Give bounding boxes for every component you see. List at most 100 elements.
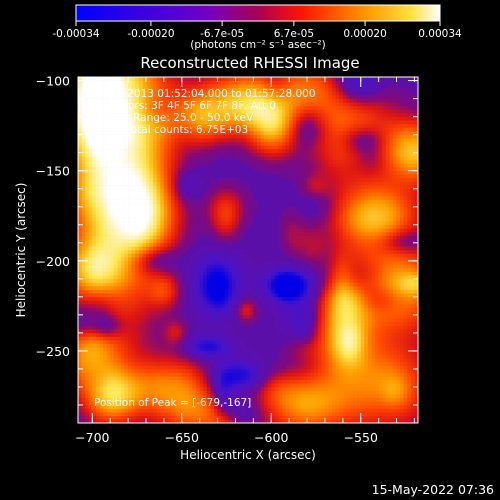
heatmap-cell [192,365,197,370]
heatmap-cell [235,177,240,182]
heatmap-cell [106,343,111,348]
heatmap-cell [181,206,186,211]
heatmap-cell [120,127,125,132]
heatmap-cell [81,80,86,85]
heatmap-cell [196,307,200,312]
heatmap-cell [224,311,229,316]
heatmap-cell [138,343,143,348]
heatmap-cell [142,368,147,373]
heatmap-cell [249,286,254,290]
heatmap-cell [163,260,168,265]
heatmap-cell [110,350,115,355]
heatmap-cell [242,188,247,193]
heatmap-cell [185,322,190,326]
heatmap-cell [117,278,122,283]
heatmap-cell [228,278,233,283]
heatmap-cell [199,329,204,334]
heatmap-cell [203,192,208,197]
heatmap-cell [149,239,154,244]
heatmap-cell [242,379,247,384]
heatmap-cell [196,156,200,161]
heatmap-cell [149,397,154,402]
heatmap-cell [81,314,86,319]
heatmap-cell [103,383,107,388]
heatmap-cell [117,116,122,121]
heatmap-cell [163,239,168,244]
heatmap-cell [167,131,172,135]
heatmap-cell [253,163,258,168]
heatmap-cell [135,156,140,161]
heatmap-cell [95,228,100,233]
heatmap-cell [167,242,172,247]
heatmap-cell [242,383,247,388]
heatmap-cell [167,246,172,251]
heatmap-cell [163,278,168,283]
heatmap-cell [78,354,82,359]
heatmap-cell [106,397,111,402]
heatmap-cell [167,318,172,323]
heatmap-cell [99,278,104,283]
heatmap-cell [81,275,86,280]
heatmap-cell [124,343,129,348]
heatmap-cell [128,192,132,197]
heatmap-cell [138,131,143,135]
heatmap-cell [188,221,193,226]
heatmap-cell [146,127,150,132]
heatmap-cell [210,350,215,355]
heatmap-cell [174,181,179,186]
heatmap-cell [149,304,154,308]
heatmap-cell [124,167,129,171]
heatmap-cell [146,354,150,359]
heatmap-cell [174,221,179,226]
heatmap-cell [163,163,168,168]
heatmap-cell [221,340,226,344]
heatmap-cell [203,307,208,312]
heatmap-cell [246,300,251,305]
heatmap-cell [146,397,150,402]
heatmap-cell [78,253,82,258]
heatmap-cell [120,282,125,287]
heatmap-cell [253,390,258,395]
heatmap-cell [103,289,107,294]
heatmap-cell [239,221,243,226]
heatmap-cell [249,361,254,366]
heatmap-cell [99,332,104,337]
heatmap-cell [274,271,279,276]
heatmap-cell [95,109,100,114]
heatmap-cell [224,376,229,381]
heatmap-cell [253,408,258,413]
heatmap-cell [171,231,175,236]
heatmap-cell [146,138,150,143]
heatmap-cell [106,336,111,341]
heatmap-cell [178,159,183,164]
heatmap-cell [78,304,82,308]
heatmap-cell [253,383,258,388]
heatmap-cell [246,156,251,161]
heatmap-cell [260,415,265,420]
heatmap-cell [88,145,93,150]
heatmap-cell [224,116,229,121]
heatmap-cell [160,181,165,186]
heatmap-cell [264,127,268,132]
heatmap-cell [167,120,172,125]
heatmap-cell [228,300,233,305]
heatmap-cell [206,304,211,308]
heatmap-cell [206,109,211,114]
heatmap-cell [231,185,236,190]
heatmap-cell [278,260,283,265]
heatmap-cell [135,322,140,326]
heatmap-cell [181,109,186,114]
heatmap-cell [253,134,258,139]
heatmap-cell [231,177,236,182]
heatmap-cell [217,239,222,244]
heatmap-cell [163,203,168,208]
heatmap-cell [110,278,115,283]
heatmap-cell [153,358,158,363]
heatmap-cell [192,113,197,117]
heatmap-cell [149,98,154,103]
heatmap-cell [221,206,226,211]
heatmap-cell [167,257,172,262]
heatmap-cell [149,314,154,319]
heatmap-cell [206,250,211,254]
heatmap-cell [278,311,283,316]
